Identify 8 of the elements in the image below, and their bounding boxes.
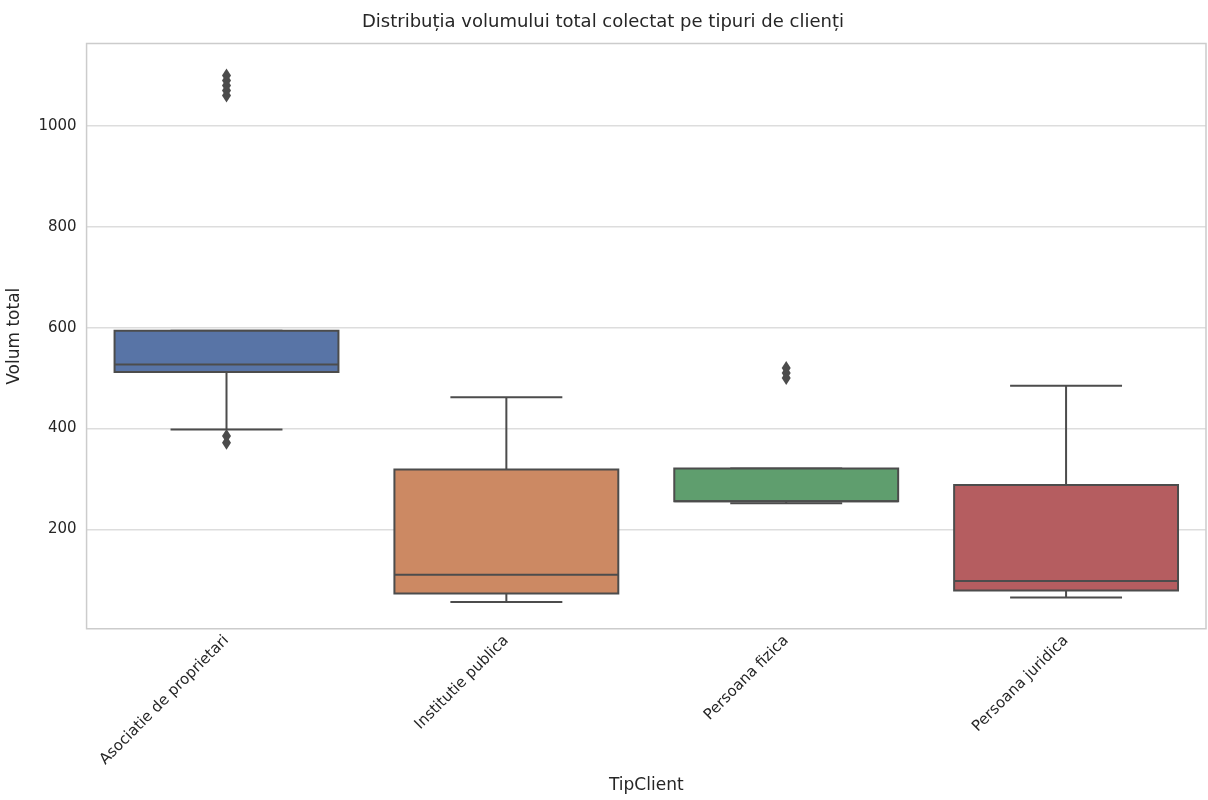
y-tick-label: 400 bbox=[47, 418, 77, 437]
y-tick-label: 600 bbox=[47, 317, 77, 336]
y-tick-label: 200 bbox=[47, 519, 77, 538]
x-axis-title: TipClient bbox=[607, 774, 684, 795]
y-tick-label: 1000 bbox=[38, 115, 77, 134]
chart-title: Distribuția volumului total colectat pe tipuri de clienți bbox=[361, 10, 845, 32]
y-axis-title: Volum total bbox=[2, 287, 23, 385]
y-tick-label: 800 bbox=[47, 216, 77, 235]
